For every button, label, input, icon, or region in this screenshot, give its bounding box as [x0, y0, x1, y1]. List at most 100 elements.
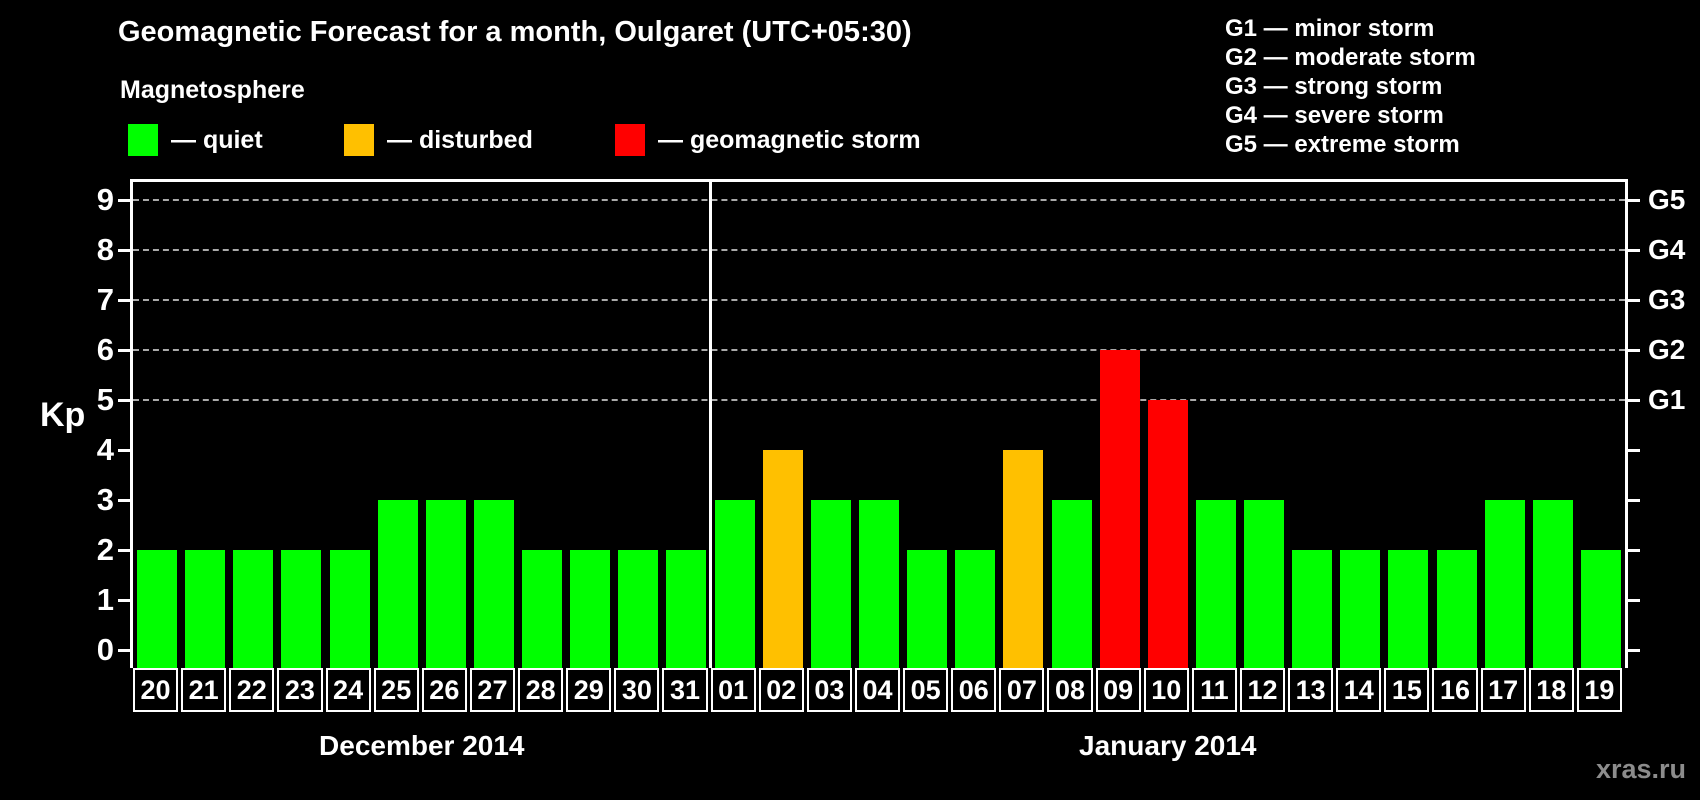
- left-tick-kp6: [118, 348, 130, 352]
- day-label-dec-24: 24: [325, 668, 371, 712]
- ytick-label-4: 4: [96, 432, 114, 467]
- g-scale-legend: G1 — minor storm G2 — moderate storm G3 …: [1225, 14, 1476, 159]
- month-separator-line: [709, 182, 713, 668]
- right-tick-kp6: [1628, 348, 1640, 352]
- plot-border-left: [130, 179, 133, 668]
- ytick-label-7: 7: [96, 282, 114, 317]
- day-label-jan-11: 11: [1191, 668, 1237, 712]
- ytick-label-1: 1: [96, 582, 114, 617]
- bar-jan-04: [859, 500, 899, 668]
- day-label-jan-01: 01: [710, 668, 756, 712]
- g-scale-label-g2: G2: [1648, 334, 1686, 365]
- g-scale-label-g1: G1: [1648, 384, 1686, 415]
- g4-legend-line: G4 — severe storm: [1225, 102, 1444, 129]
- right-tick-kp1: [1628, 598, 1640, 602]
- bar-dec-25: [377, 500, 418, 668]
- bar-dec-27: [473, 500, 514, 668]
- day-label-jan-15: 15: [1384, 668, 1430, 712]
- storm-label: — geomagnetic storm: [658, 125, 921, 154]
- bar-dec-26: [425, 500, 466, 668]
- day-label-dec-31: 31: [662, 668, 708, 712]
- bar-jan-01: [714, 500, 755, 668]
- quiet-color-swatch: [128, 124, 158, 156]
- ytick-label-0: 0: [96, 632, 114, 667]
- day-label-jan-13: 13: [1288, 668, 1334, 712]
- month-label-jan: January 2014: [1079, 730, 1257, 761]
- g3-legend-line: G3 — strong storm: [1225, 73, 1443, 100]
- gridline-kp9: [133, 199, 1625, 201]
- plot-border-top: [130, 179, 1628, 182]
- day-label-dec-20: 20: [133, 668, 179, 712]
- right-tick-kp3: [1628, 498, 1640, 502]
- day-label-jan-12: 12: [1239, 668, 1286, 712]
- disturbed-color-swatch: [344, 124, 374, 156]
- ytick-label-6: 6: [96, 332, 114, 367]
- left-tick-kp0: [118, 648, 130, 652]
- right-tick-kp2: [1628, 548, 1640, 552]
- g-scale-label-g3: G3: [1648, 284, 1686, 315]
- ytick-label-3: 3: [96, 482, 114, 517]
- xras-watermark: xras.ru: [1595, 754, 1686, 784]
- bar-jan-05: [907, 550, 948, 668]
- bar-jan-10: [1147, 400, 1188, 668]
- day-label-dec-26: 26: [421, 668, 467, 712]
- day-label-jan-17: 17: [1480, 668, 1526, 712]
- day-label-jan-16: 16: [1432, 668, 1478, 712]
- g5-legend-line: G5 — extreme storm: [1225, 131, 1460, 158]
- day-label-dec-29: 29: [566, 668, 612, 712]
- left-tick-kp8: [118, 248, 130, 252]
- g2-legend-line: G2 — moderate storm: [1225, 44, 1476, 71]
- day-label-dec-25: 25: [373, 668, 419, 712]
- bar-jan-15: [1388, 550, 1429, 668]
- bar-dec-20: [137, 550, 178, 668]
- bar-jan-06: [955, 550, 996, 668]
- bar-jan-16: [1436, 550, 1477, 668]
- day-label-jan-09: 09: [1095, 668, 1141, 712]
- gridline-kp7: [133, 299, 1625, 301]
- day-label-jan-04: 04: [854, 668, 901, 712]
- day-label-jan-07: 07: [999, 668, 1045, 712]
- day-label-jan-05: 05: [903, 668, 949, 712]
- bar-dec-23: [281, 550, 322, 668]
- gridline-kp6: [133, 349, 1625, 351]
- day-label-dec-22: 22: [229, 668, 275, 712]
- left-tick-kp5: [118, 398, 130, 402]
- bar-dec-28: [522, 550, 563, 668]
- legend-item-storm: — geomagnetic storm: [615, 123, 921, 157]
- bar-jan-14: [1340, 550, 1381, 668]
- day-label-dec-21: 21: [181, 668, 227, 712]
- day-label-dec-30: 30: [614, 668, 660, 712]
- magnetosphere-subtitle: Magnetosphere: [120, 76, 305, 104]
- chart-title: Geomagnetic Forecast for a month, Oulgar…: [118, 16, 912, 48]
- bar-jan-17: [1484, 500, 1525, 668]
- bar-dec-31: [666, 550, 707, 668]
- right-tick-kp9: [1628, 198, 1640, 202]
- y-axis-label: Kp: [40, 396, 86, 434]
- day-label-dec-23: 23: [277, 668, 323, 712]
- bar-dec-21: [185, 550, 226, 668]
- ytick-label-2: 2: [96, 532, 114, 567]
- day-label-dec-27: 27: [469, 668, 516, 712]
- disturbed-label: — disturbed: [387, 125, 533, 154]
- left-tick-kp9: [118, 198, 130, 202]
- gridline-kp8: [133, 249, 1625, 251]
- right-tick-kp8: [1628, 248, 1640, 252]
- ytick-label-5: 5: [96, 382, 114, 417]
- ytick-label-8: 8: [96, 232, 114, 267]
- bar-jan-07: [1003, 450, 1044, 668]
- right-tick-kp5: [1628, 398, 1640, 402]
- legend-item-quiet: — quiet: [128, 123, 263, 157]
- left-tick-kp3: [118, 498, 130, 502]
- plot-border-right: [1625, 179, 1628, 668]
- day-label-dec-28: 28: [518, 668, 564, 712]
- g1-legend-line: G1 — minor storm: [1225, 15, 1435, 42]
- g-scale-label-g5: G5: [1648, 184, 1686, 215]
- bar-dec-29: [570, 550, 611, 668]
- bar-jan-11: [1195, 500, 1236, 668]
- plot-area: [133, 182, 1625, 668]
- left-tick-kp2: [118, 548, 130, 552]
- day-label-jan-06: 06: [951, 668, 997, 712]
- day-label-jan-19: 19: [1576, 668, 1622, 712]
- bar-dec-22: [233, 550, 274, 668]
